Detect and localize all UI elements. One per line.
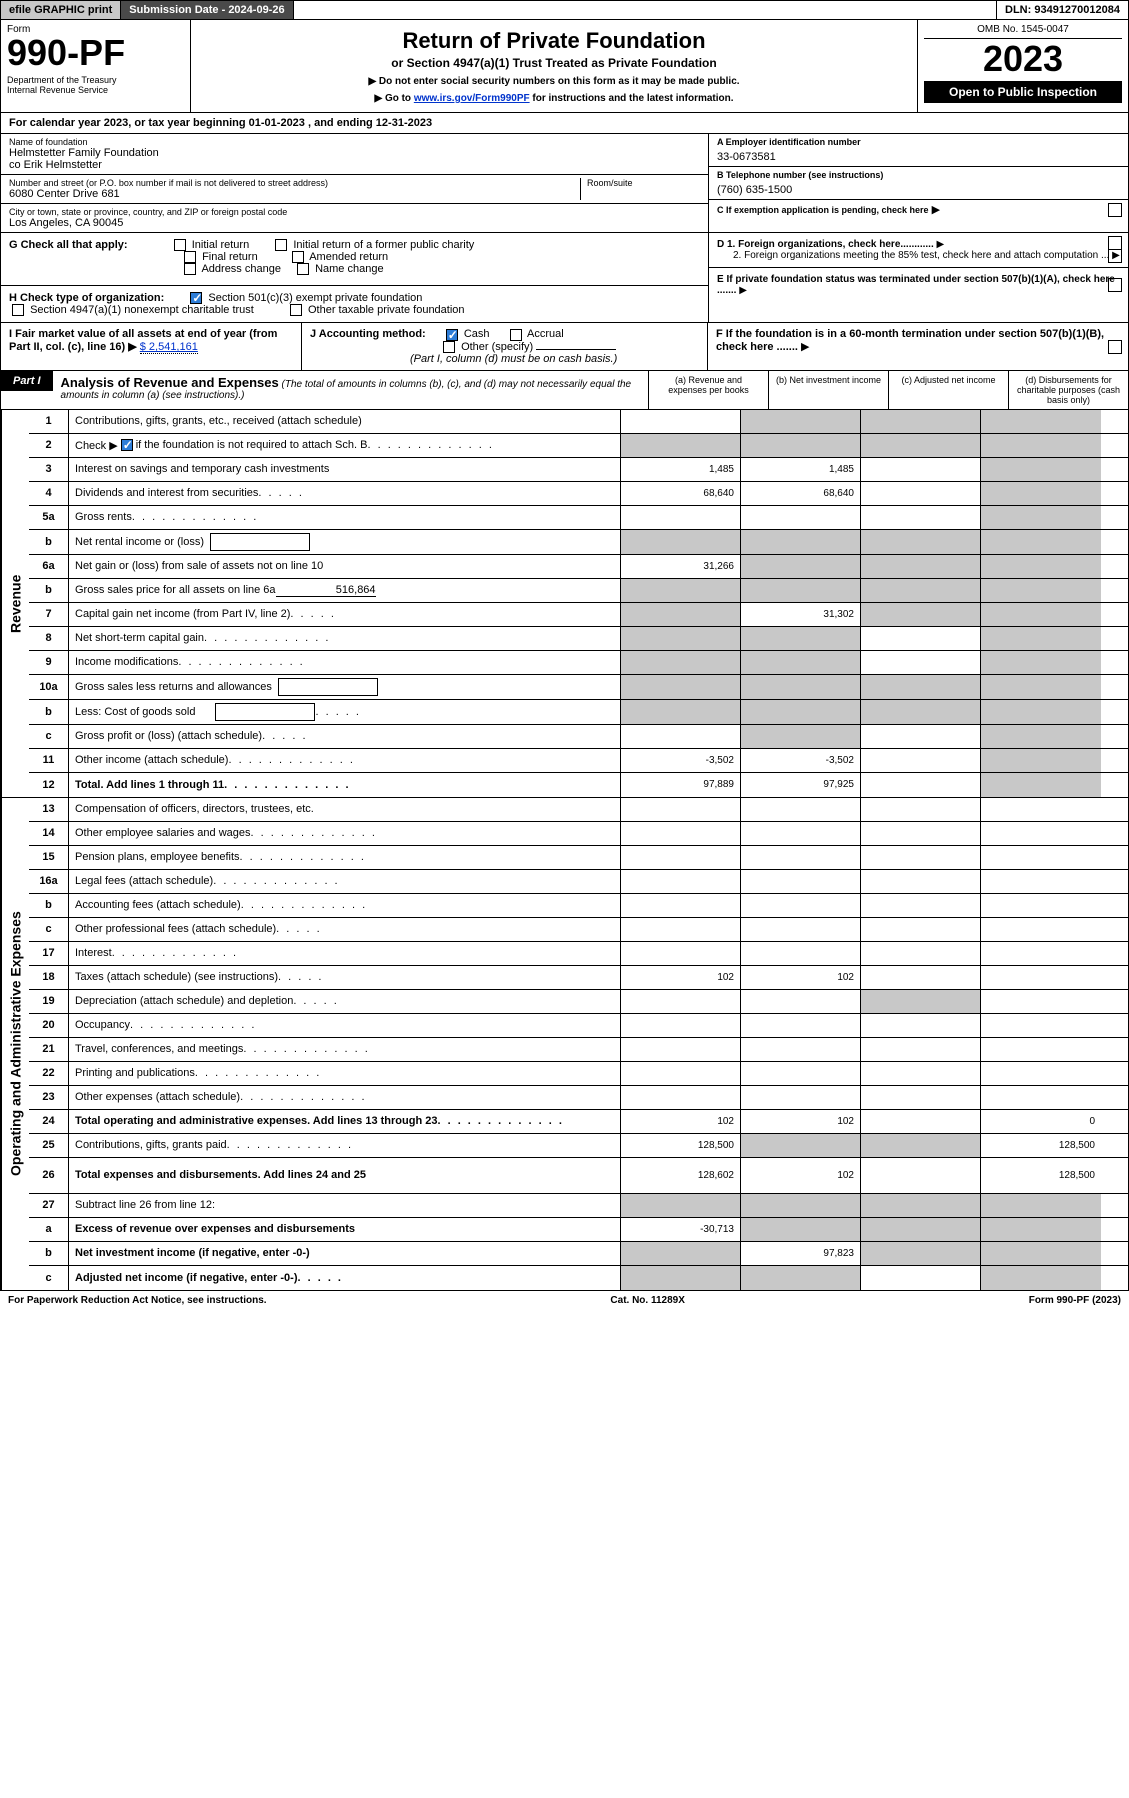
input-10b[interactable] <box>215 703 315 721</box>
checkbox-501c3[interactable] <box>190 292 202 304</box>
col-b-header: (b) Net investment income <box>768 371 888 409</box>
d-row: D 1. Foreign organizations, check here..… <box>709 233 1128 268</box>
e-row: E If private foundation status was termi… <box>709 268 1128 302</box>
top-bar: efile GRAPHIC print Submission Date - 20… <box>0 0 1129 20</box>
exemption-pending-label: C If exemption application is pending, c… <box>717 205 929 215</box>
form-title: Return of Private Foundation <box>203 28 905 54</box>
form-number: 990-PF <box>7 35 184 71</box>
dln-label: DLN: 93491270012084 <box>996 1 1128 19</box>
city-label: City or town, state or province, country… <box>9 207 700 217</box>
checkbox-accrual[interactable] <box>510 329 522 341</box>
g-row: G Check all that apply: Initial return I… <box>9 239 700 285</box>
checkbox-amended[interactable] <box>292 251 304 263</box>
checkbox-d2[interactable] <box>1108 249 1122 263</box>
checkbox-final-return[interactable] <box>184 251 196 263</box>
omb-number: OMB No. 1545-0047 <box>924 24 1122 39</box>
footer-mid: Cat. No. 11289X <box>610 1295 684 1306</box>
footer-right: Form 990-PF (2023) <box>1029 1295 1121 1306</box>
department-label: Department of the Treasury Internal Reve… <box>7 75 184 95</box>
f-cell: F If the foundation is in a 60-month ter… <box>708 323 1128 369</box>
taxpayer-info: Name of foundation Helmstetter Family Fo… <box>0 134 1129 233</box>
form-note-2: ▶ Go to www.irs.gov/Form990PF for instru… <box>203 93 905 104</box>
phone-value: (760) 635-1500 <box>717 180 1120 196</box>
checkbox-4947[interactable] <box>12 304 24 316</box>
part1-tab: Part I <box>1 371 53 391</box>
arrow-icon: ▶ <box>932 203 940 216</box>
checkbox-d1[interactable] <box>1108 236 1122 250</box>
input-10a[interactable] <box>278 678 378 696</box>
checkbox-e[interactable] <box>1108 278 1122 292</box>
h-row: H Check type of organization: Section 50… <box>1 285 708 316</box>
expenses-table: Operating and Administrative Expenses 13… <box>0 798 1129 1291</box>
checkbox-sch-b[interactable] <box>121 439 133 451</box>
expenses-side-label: Operating and Administrative Expenses <box>1 798 29 1290</box>
form-note-1: ▶ Do not enter social security numbers o… <box>203 76 905 87</box>
instructions-link[interactable]: www.irs.gov/Form990PF <box>414 93 530 104</box>
submission-date: Submission Date - 2024-09-26 <box>121 1 293 19</box>
checkbox-other-method[interactable] <box>443 341 455 353</box>
revenue-table: Revenue 1Contributions, gifts, grants, e… <box>0 410 1129 798</box>
part1-header: Part I Analysis of Revenue and Expenses … <box>0 371 1129 410</box>
checkbox-initial-return[interactable] <box>174 239 186 251</box>
check-section: G Check all that apply: Initial return I… <box>0 233 1129 323</box>
i-cell: I Fair market value of all assets at end… <box>1 323 301 369</box>
fmv-value[interactable]: $ 2,541,161 <box>140 341 198 354</box>
col-c-header: (c) Adjusted net income <box>888 371 1008 409</box>
col-d-header: (d) Disbursements for charitable purpose… <box>1008 371 1128 409</box>
name-label: Name of foundation <box>9 137 700 147</box>
page-footer: For Paperwork Reduction Act Notice, see … <box>0 1291 1129 1310</box>
checkbox-other-taxable[interactable] <box>290 304 302 316</box>
checkbox-address-change[interactable] <box>184 263 196 275</box>
open-inspection-badge: Open to Public Inspection <box>924 81 1122 103</box>
input-5b[interactable] <box>210 533 310 551</box>
checkbox-c[interactable] <box>1108 203 1122 217</box>
calendar-year-row: For calendar year 2023, or tax year begi… <box>0 113 1129 134</box>
form-subtitle: or Section 4947(a)(1) Trust Treated as P… <box>203 56 905 70</box>
ein-value: 33-0673581 <box>717 147 1120 163</box>
street-address: 6080 Center Drive 681 <box>9 188 580 200</box>
addr-label: Number and street (or P.O. box number if… <box>9 178 580 188</box>
tax-year: 2023 <box>924 39 1122 79</box>
form-header: Form 990-PF Department of the Treasury I… <box>0 20 1129 113</box>
checkbox-initial-public[interactable] <box>275 239 287 251</box>
col-a-header: (a) Revenue and expenses per books <box>648 371 768 409</box>
checkbox-cash[interactable] <box>446 329 458 341</box>
phone-label: B Telephone number (see instructions) <box>717 170 1120 180</box>
checkbox-name-change[interactable] <box>297 263 309 275</box>
ein-label: A Employer identification number <box>717 137 1120 147</box>
checkbox-f[interactable] <box>1108 340 1122 354</box>
room-label: Room/suite <box>587 178 700 188</box>
j-cell: J Accounting method: Cash Accrual Other … <box>301 323 708 369</box>
city-state-zip: Los Angeles, CA 90045 <box>9 217 700 229</box>
revenue-side-label: Revenue <box>1 410 29 797</box>
row-ij: I Fair market value of all assets at end… <box>0 323 1129 370</box>
efile-label[interactable]: efile GRAPHIC print <box>1 1 121 19</box>
footer-left: For Paperwork Reduction Act Notice, see … <box>8 1295 267 1306</box>
foundation-name: Helmstetter Family Foundation co Erik He… <box>9 147 700 171</box>
